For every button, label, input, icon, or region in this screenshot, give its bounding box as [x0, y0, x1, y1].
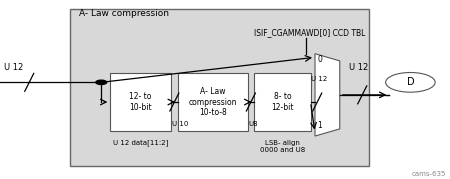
Text: U 12 data[11:2]: U 12 data[11:2] — [112, 140, 168, 146]
Text: U8: U8 — [248, 121, 258, 127]
Polygon shape — [315, 54, 340, 136]
Text: U 12: U 12 — [311, 76, 328, 82]
Bar — [178, 73, 248, 131]
Bar — [70, 9, 369, 166]
Text: 12- to
10-bit: 12- to 10-bit — [129, 92, 152, 112]
Text: U 12: U 12 — [4, 63, 24, 72]
Text: ISIF_CGAMMAWD[0] CCD TBL: ISIF_CGAMMAWD[0] CCD TBL — [254, 29, 365, 38]
Text: 1: 1 — [317, 121, 322, 130]
Text: U 10: U 10 — [172, 121, 188, 127]
Text: A- Law compression: A- Law compression — [79, 9, 169, 18]
Text: cams-635: cams-635 — [411, 171, 446, 177]
Bar — [254, 73, 310, 131]
Text: 0: 0 — [317, 55, 322, 64]
Text: D: D — [407, 77, 414, 87]
Text: LSB- align
0000 and U8: LSB- align 0000 and U8 — [260, 140, 305, 153]
Bar — [110, 73, 171, 131]
Circle shape — [96, 80, 107, 84]
Text: U 12: U 12 — [349, 63, 368, 72]
Text: 8- to
12-bit: 8- to 12-bit — [271, 92, 293, 112]
Circle shape — [386, 72, 435, 92]
Text: A- Law
compression
10-to-8: A- Law compression 10-to-8 — [189, 87, 237, 117]
